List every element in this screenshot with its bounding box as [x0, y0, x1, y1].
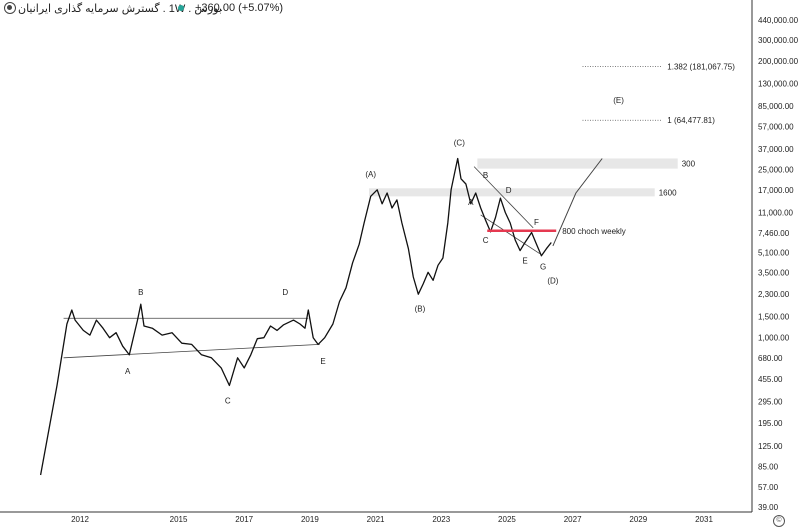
- zone-rect: [477, 158, 678, 169]
- x-tick-label: 2023: [432, 515, 450, 524]
- wave-label: E: [320, 357, 325, 366]
- trendline: [480, 214, 541, 255]
- y-tick-label: 130,000.00: [758, 80, 799, 89]
- trendline: [473, 166, 534, 229]
- y-tick-label: 1,000.00: [758, 334, 790, 343]
- x-tick-label: 2012: [71, 515, 89, 524]
- y-tick-label: 25,000.00: [758, 166, 794, 175]
- symbol-title[interactable]: بورس . 1W . گسترش سرمایه گذاری ایرانیان: [18, 3, 222, 15]
- y-tick-label: 39.00: [758, 503, 779, 512]
- zone-label: 1600: [659, 188, 677, 197]
- zone-label: 300: [682, 160, 696, 169]
- market-status-dot: [178, 5, 184, 11]
- wave-label: B: [138, 288, 143, 297]
- wave-label: C: [225, 397, 231, 406]
- projection-path: [552, 158, 603, 247]
- wave-label: (A): [365, 170, 376, 179]
- y-tick-label: 125.00: [758, 442, 783, 451]
- wave-label: A: [125, 367, 131, 376]
- y-tick-label: 17,000.00: [758, 186, 794, 195]
- y-tick-label: 7,460.00: [758, 229, 790, 238]
- x-tick-label: 2015: [170, 515, 188, 524]
- y-tick-label: 300,000.00: [758, 36, 799, 45]
- y-tick-label: 295.00: [758, 397, 783, 406]
- eye-icon[interactable]: [4, 2, 16, 14]
- x-tick-label: 2027: [564, 515, 582, 524]
- y-tick-label: 37,000.00: [758, 145, 794, 154]
- x-tick-label: 2017: [235, 515, 253, 524]
- wave-label: (D): [547, 276, 558, 285]
- x-tick-label: 2031: [695, 515, 713, 524]
- wave-label: (C): [454, 139, 465, 148]
- x-tick-label: 2029: [629, 515, 647, 524]
- wave-label: D: [506, 186, 512, 195]
- wave-label: D: [282, 288, 288, 297]
- wave-label: F: [534, 218, 539, 227]
- price-series-line: [39, 157, 552, 476]
- y-tick-label: 440,000.00: [758, 16, 799, 25]
- fib-level-label: 1 (64,477.81): [667, 116, 715, 125]
- key-level-label: 800 choch weekly: [562, 227, 626, 236]
- wave-label: (B): [415, 304, 426, 313]
- y-tick-label: 57.00: [758, 483, 779, 492]
- wave-label: G: [540, 263, 546, 272]
- x-tick-label: 2019: [301, 515, 319, 524]
- zone-rect: [369, 188, 655, 197]
- y-tick-label: 455.00: [758, 375, 783, 384]
- y-tick-label: 5,100.00: [758, 249, 790, 258]
- fib-level-label: 1.382 (181,067.75): [667, 62, 735, 71]
- x-tick-label: 2025: [498, 515, 516, 524]
- y-tick-label: 85.00: [758, 462, 779, 471]
- price-change: +360.00 (+5.07%): [195, 2, 284, 14]
- y-tick-label: 1,500.00: [758, 313, 790, 322]
- y-tick-label: 680.00: [758, 354, 783, 363]
- wave-label: (E): [613, 96, 624, 105]
- trendline: [63, 343, 320, 359]
- y-tick-label: 11,000.00: [758, 209, 794, 218]
- wave-label: C: [483, 236, 489, 245]
- y-tick-label: 2,300.00: [758, 290, 790, 299]
- wave-label: A: [468, 198, 474, 207]
- copyright-icon[interactable]: ©: [773, 515, 785, 527]
- wave-label: E: [522, 256, 527, 265]
- y-tick-label: 200,000.00: [758, 57, 799, 66]
- y-tick-label: 85,000.00: [758, 102, 794, 111]
- x-tick-label: 2021: [367, 515, 385, 524]
- wave-label: B: [483, 171, 488, 180]
- chart-header: بورس . 1W . گسترش سرمایه گذاری ایرانیان …: [0, 0, 752, 18]
- y-tick-label: 3,500.00: [758, 268, 790, 277]
- y-tick-label: 57,000.00: [758, 123, 794, 132]
- y-tick-label: 195.00: [758, 419, 783, 428]
